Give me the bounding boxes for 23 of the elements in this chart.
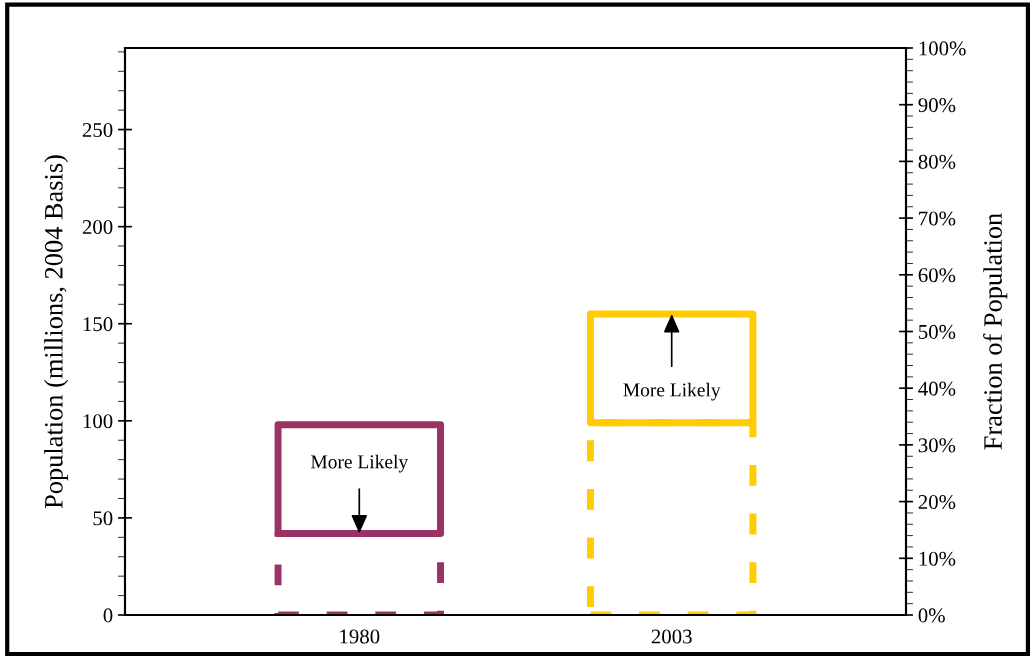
y2-tick-label: 40% (918, 381, 956, 396)
x-tick-label: 2003 (651, 629, 692, 644)
y2-tick-label: 70% (919, 211, 956, 226)
y2-tick-label: 80% (918, 154, 956, 169)
y2-tick-label: 90% (918, 98, 956, 113)
y2-tick-label: 10% (919, 551, 956, 566)
y-tick-label: 150 (83, 317, 113, 332)
annotation: More Likely (310, 454, 409, 473)
y2-tick-label: 20% (918, 494, 956, 510)
y2-tick-label: 0% (918, 608, 945, 623)
y-tick-label: 250 (82, 122, 113, 137)
y2-tick-label: 30% (918, 438, 956, 453)
y-tick-label: 50 (93, 511, 113, 526)
x-tick-label: 1980 (340, 629, 380, 644)
y2-tick-label: 50% (919, 324, 956, 339)
y-tick-label: 0 (103, 608, 113, 623)
y-tick-label: 200 (82, 220, 113, 235)
y-tick-label: 100 (83, 414, 113, 429)
y2-tick-label: 100% (919, 41, 966, 56)
y-axis-title: Population (millions, 2004 Basis) (44, 155, 69, 509)
y2-tick-label: 60% (918, 268, 956, 283)
y2-axis-title: Fraction of Population (983, 213, 1008, 450)
annotation: More Likely (623, 382, 721, 401)
